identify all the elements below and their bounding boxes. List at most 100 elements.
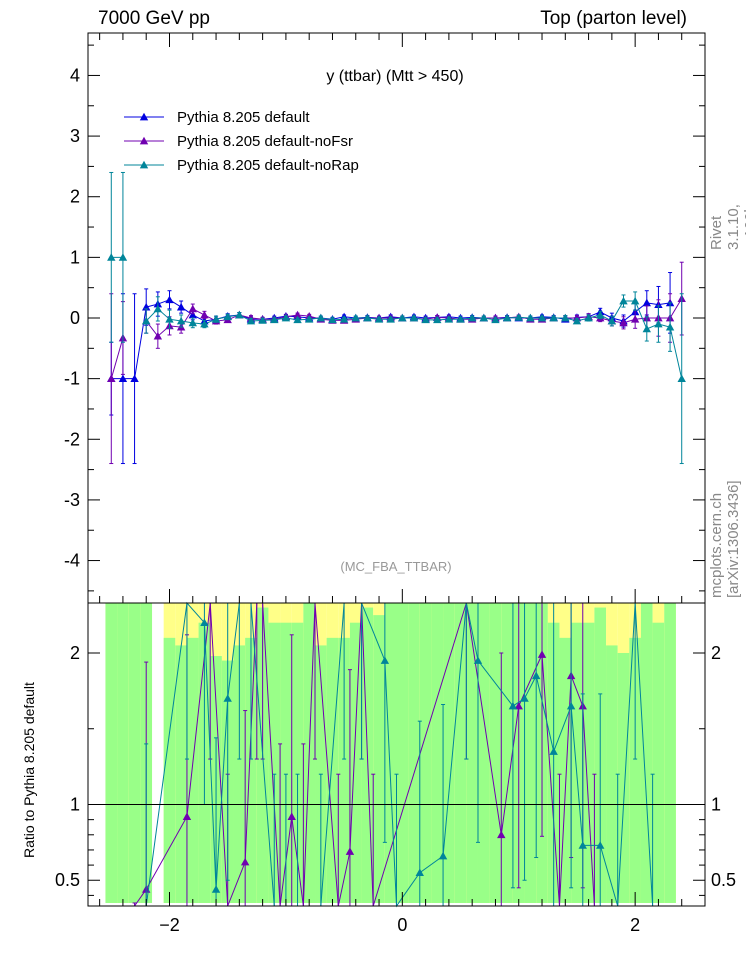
y-tick-label: 4 <box>70 65 80 85</box>
ratio-point-noRap <box>596 841 605 849</box>
data-point-noRap <box>142 316 151 325</box>
ratio-point-noRap <box>211 885 221 893</box>
ratio-band-green <box>268 622 281 903</box>
data-point-noFsr <box>188 304 197 313</box>
ratio-band-green <box>431 603 444 903</box>
x-tick-label: 2 <box>630 915 640 935</box>
ratio-point-noFsr <box>537 650 547 658</box>
data-point-noFsr <box>630 315 640 323</box>
ratio-y-tick-label: 1 <box>70 794 80 814</box>
data-point-noRap <box>526 313 535 322</box>
ratio-band-green <box>338 637 350 903</box>
ratio-point-noFsr <box>514 701 523 710</box>
data-point-noRap <box>596 310 605 319</box>
ratio-point-noRap <box>531 671 541 680</box>
data-point-noRap <box>491 315 500 324</box>
series-noRap <box>107 171 686 465</box>
ratio-y-tick-label-right: 1 <box>711 794 721 814</box>
ratio-point-noRap <box>438 851 448 860</box>
data-point-noRap <box>176 316 186 325</box>
ratio-point-noFsr <box>287 812 296 820</box>
data-point-noFsr <box>200 310 209 319</box>
data-point-noRap <box>502 313 512 322</box>
ratio-band-green <box>640 603 653 903</box>
y-tick-label: 1 <box>70 247 80 267</box>
data-point-noRap <box>107 253 116 261</box>
data-point-noRap <box>351 313 360 322</box>
y-tick-label: -4 <box>64 551 80 571</box>
ratio-band-green <box>163 637 176 903</box>
ratio-line-noFsr <box>134 602 595 907</box>
legend-label-noFsr: Pythia 8.205 default-noFsr <box>177 133 353 150</box>
ratio-band-green <box>443 603 455 903</box>
ratio-point-noRap <box>578 841 587 849</box>
data-point-default <box>118 374 128 382</box>
ratio-band-green <box>384 603 397 903</box>
y-tick-label: -3 <box>64 490 80 510</box>
data-point-noRap <box>665 322 675 331</box>
data-point-noRap <box>619 296 628 305</box>
data-point-noRap <box>467 313 477 322</box>
data-point-noFsr <box>619 318 628 327</box>
ratio-point-noRap <box>549 747 558 755</box>
y-tick-label: -2 <box>64 429 80 449</box>
ratio-band-green <box>105 603 118 903</box>
chart-title: y (ttbar) (Mtt > 450) <box>326 68 463 85</box>
y-tick-label: -1 <box>64 369 80 389</box>
data-point-noRap <box>304 315 314 323</box>
ratio-band-green <box>280 622 292 903</box>
ratio-band-green <box>349 622 362 903</box>
data-point-default <box>188 310 197 319</box>
legend-marker-noFsr <box>139 136 149 145</box>
ratio-band-green <box>408 603 420 903</box>
ratio-point-noFsr <box>240 857 250 866</box>
y-tick-label: 0 <box>70 308 80 328</box>
ratio-band-green <box>454 603 467 903</box>
x-tick-label: 0 <box>397 915 407 935</box>
ratio-point-noRap <box>380 656 390 664</box>
ratio-band-green <box>582 622 595 903</box>
data-point-noRap <box>561 313 570 322</box>
ratio-point-noFsr <box>345 847 355 855</box>
series-noFsr <box>107 261 686 465</box>
data-point-noRap <box>421 315 430 324</box>
ratio-band-green <box>128 603 141 903</box>
data-point-noRap <box>433 315 442 324</box>
data-point-noRap <box>153 304 163 313</box>
ratio-band-green <box>245 637 257 903</box>
data-point-default <box>130 374 139 382</box>
data-point-noRap <box>316 313 326 322</box>
y-tick-label: 2 <box>70 187 80 207</box>
data-point-noFsr <box>107 374 116 382</box>
ratio-band-green <box>326 637 339 903</box>
axes: -4 -3 -2 -1 0 1 2 3 4 −2 0 2 0.5 0.5 1 1 2 2 <box>55 32 736 935</box>
data-point-noRap <box>270 315 279 324</box>
process-label: Top (parton level) <box>540 8 687 29</box>
ratio-y-tick-label: 0.5 <box>55 870 80 890</box>
ratio-band-green <box>501 603 513 903</box>
legend-label-noRap: Pythia 8.205 default-noRap <box>177 157 359 174</box>
data-point-noRap <box>398 313 407 322</box>
data-point-noRap <box>444 315 454 323</box>
legend: Pythia 8.205 default Pythia 8.205 default… <box>124 109 359 174</box>
data-point-noRap <box>642 324 651 333</box>
ratio-point-noRap <box>520 694 529 702</box>
data-point-noRap <box>293 315 302 324</box>
series-default <box>107 272 675 465</box>
data-point-noRap <box>328 315 337 324</box>
ratio-band-green <box>606 645 618 903</box>
data-point-default <box>176 302 186 311</box>
ratio-band-green <box>186 637 199 903</box>
ratio-band-green <box>373 615 385 903</box>
data-point-noRap <box>607 316 617 325</box>
data-point-noRap <box>584 313 593 322</box>
data-point-noRap <box>118 253 128 261</box>
ratio-band-green <box>466 603 478 903</box>
ratio-band-green <box>419 603 432 903</box>
energy-label: 7000 GeV pp <box>98 8 210 29</box>
data-point-noRap <box>479 313 489 322</box>
ratio-point-noRap <box>508 701 518 710</box>
data-point-noRap <box>258 316 267 324</box>
data-point-noRap <box>211 315 221 323</box>
data-point-noRap <box>200 319 209 328</box>
